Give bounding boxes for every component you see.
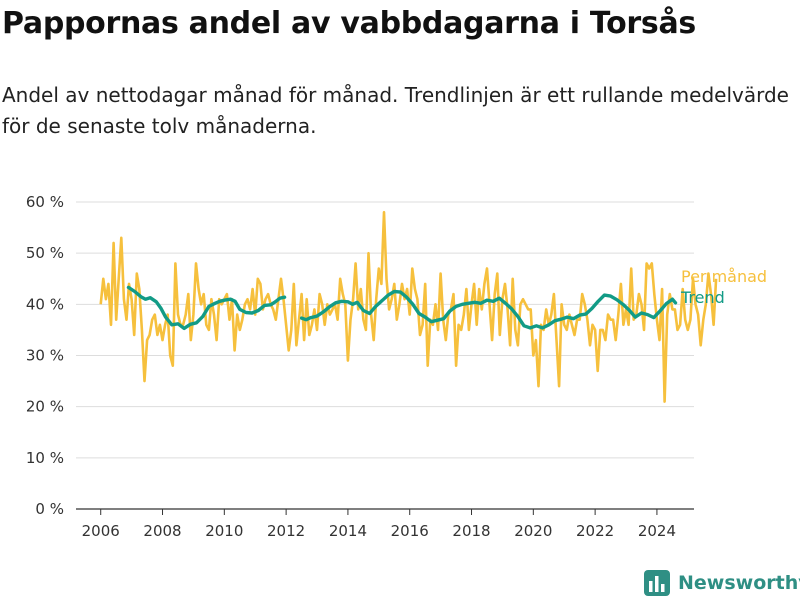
x-tick-label: 2006 <box>82 522 120 540</box>
bar-chart-logo-icon <box>644 570 670 596</box>
x-tick-label: 2012 <box>267 522 305 540</box>
x-tick-label: 2008 <box>143 522 181 540</box>
x-tick-label: 2018 <box>452 522 490 540</box>
chart-subtitle: Andel av nettodagar månad för månad. Tre… <box>2 83 789 138</box>
x-tick-label: 2014 <box>329 522 367 540</box>
series-lines <box>99 210 718 403</box>
y-tick-label: 40 % <box>26 295 64 313</box>
y-tick-label: 60 % <box>26 193 64 211</box>
legend: Per månad Trend <box>680 267 767 307</box>
x-tick-label: 2016 <box>391 522 429 540</box>
series-line-trend <box>126 285 678 331</box>
y-tick-label: 50 % <box>26 244 64 262</box>
x-tick-label: 2024 <box>638 522 676 540</box>
x-tick-label: 2010 <box>205 522 243 540</box>
y-axis-ticks: 0 % 10 % 20 % 30 % 40 % 50 % 60 % <box>26 193 64 518</box>
chart-title: Pappornas andel av vabbdagarna i Torsås <box>2 6 696 41</box>
y-tick-label: 20 % <box>26 398 64 416</box>
brand-name: Newsworthy <box>678 572 800 594</box>
x-tick-label: 2022 <box>576 522 614 540</box>
x-axis: 2006 2008 2010 2012 2014 2016 2018 2020 2022 2024 <box>76 508 694 540</box>
y-tick-label: 10 % <box>26 449 64 467</box>
legend-label-per-manad: Per månad <box>681 267 767 286</box>
y-tick-label: 30 % <box>26 347 64 365</box>
x-tick-label: 2020 <box>514 522 552 540</box>
legend-label-trend: Trend <box>680 288 725 307</box>
brand-logo: Newsworthy <box>644 570 800 596</box>
y-tick-label: 0 % <box>35 500 64 518</box>
